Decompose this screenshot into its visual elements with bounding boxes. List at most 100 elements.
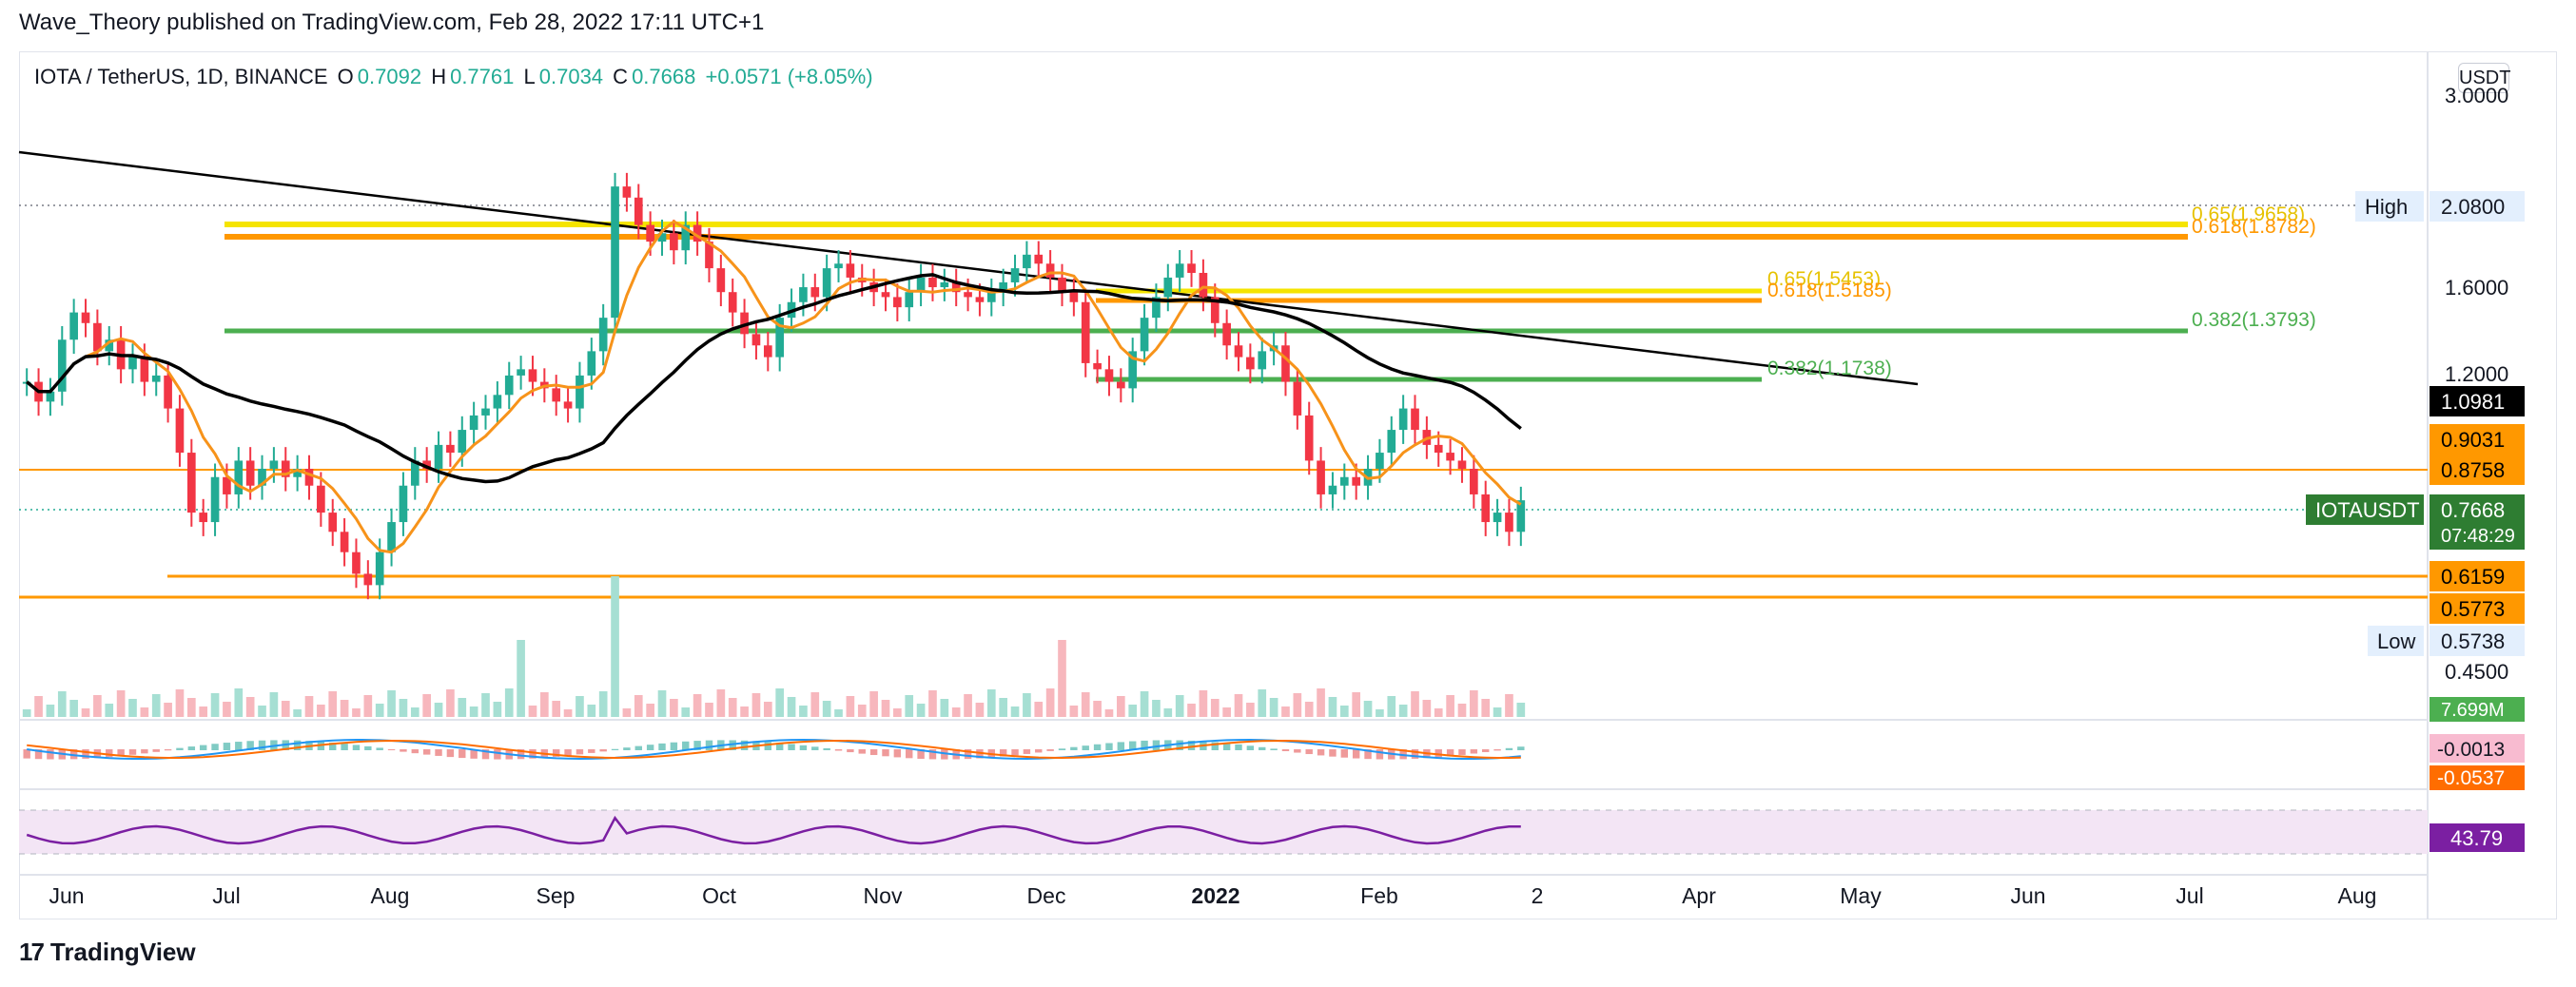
volume-bar xyxy=(57,691,67,717)
macd-histogram-bar xyxy=(1493,749,1501,751)
candle-body xyxy=(846,263,855,278)
candle-body xyxy=(1058,277,1066,293)
low-label: L xyxy=(523,65,536,88)
candle-body xyxy=(258,468,266,486)
candle-body xyxy=(1516,500,1526,532)
candle-body xyxy=(611,186,619,319)
volume-bar xyxy=(822,701,831,717)
volume-bar xyxy=(1104,709,1114,717)
volume-bar xyxy=(128,699,137,717)
fib-label-0: 0.65(1.9658) xyxy=(2192,203,2305,225)
macd-histogram-bar xyxy=(293,740,302,750)
tradingview-logo[interactable]: 17 TradingView xyxy=(19,938,196,967)
candle-body xyxy=(905,292,914,308)
volume-bar xyxy=(493,702,502,717)
volume-bar xyxy=(105,704,114,717)
candle-body xyxy=(834,263,843,269)
rsi-label: 43.79 xyxy=(2450,826,2503,850)
macd-histogram-bar xyxy=(1458,749,1466,755)
volume-bar xyxy=(46,705,55,717)
fib-label-1: 0.618(1.8782) xyxy=(2192,216,2316,238)
close-value: 0.7668 xyxy=(632,65,696,88)
macd-histogram-bar xyxy=(670,742,678,750)
volume-bar xyxy=(1363,701,1373,717)
candle-body xyxy=(410,460,420,486)
candle-body xyxy=(1446,453,1454,461)
volume-bar xyxy=(893,708,902,717)
volume-bar xyxy=(1446,695,1454,717)
macd-histogram-bar xyxy=(117,749,125,757)
series-label-text: High xyxy=(2365,195,2408,219)
macd-histogram-bar xyxy=(847,749,854,753)
macd-histogram-bar xyxy=(552,749,560,757)
trend-line xyxy=(18,150,1919,386)
signal-label: -0.0537 xyxy=(2437,767,2505,789)
macd-histogram-bar xyxy=(1446,749,1454,757)
currency-button[interactable]: USDT xyxy=(2458,63,2510,93)
candle-body xyxy=(164,375,172,409)
macd-histogram-bar xyxy=(481,749,490,760)
volume-bar xyxy=(1422,700,1432,717)
volume-bar xyxy=(1457,704,1467,717)
volume-bar xyxy=(1281,706,1290,717)
candle-body xyxy=(670,233,678,251)
candle-body xyxy=(728,292,737,313)
volume-bar xyxy=(1222,707,1231,717)
macd-histogram-bar xyxy=(152,749,160,752)
macd-histogram-bar xyxy=(1152,740,1161,750)
volume-bar xyxy=(340,700,349,717)
candle-body xyxy=(363,573,373,586)
macd-histogram-bar xyxy=(529,749,537,759)
volume-bar xyxy=(810,692,820,717)
macd-histogram-bar xyxy=(1259,746,1266,750)
volume-bar xyxy=(34,696,43,717)
macd-histogram-bar xyxy=(599,749,607,752)
macd-histogram-bar xyxy=(211,744,219,750)
symbol-name[interactable]: IOTA / TetherUS, 1D, BINANCE xyxy=(34,65,328,88)
macd-histogram-bar xyxy=(611,748,619,750)
macd-histogram-bar xyxy=(964,749,972,760)
volume-bar xyxy=(1058,640,1066,717)
volume-bar xyxy=(881,700,890,717)
macd-histogram-bar xyxy=(1211,742,1219,750)
volume-bar xyxy=(304,696,314,717)
candle-body xyxy=(1128,351,1138,389)
price-label-value: 0.8758 xyxy=(2441,458,2505,482)
macd-histogram-bar xyxy=(1117,742,1125,750)
volume-bar xyxy=(787,697,796,717)
macd-histogram-bar xyxy=(223,743,231,750)
macd-histogram-bar xyxy=(906,749,913,759)
macd-histogram-bar xyxy=(435,749,442,756)
candle-body xyxy=(69,312,78,340)
macd-histogram-bar xyxy=(494,749,501,760)
series-label-text: IOTAUSDT xyxy=(2315,498,2420,522)
macd-histogram-bar xyxy=(341,744,348,750)
macd-histogram-bar xyxy=(387,749,396,751)
macd-histogram-bar xyxy=(893,749,902,758)
x-tick-label: Sep xyxy=(537,883,576,908)
volume-bar xyxy=(1152,700,1161,717)
open-value: 0.7092 xyxy=(357,65,422,88)
macd-histogram-bar xyxy=(917,749,925,760)
candle-body xyxy=(940,281,949,288)
x-tick-label: Aug xyxy=(2338,883,2377,908)
candle-body xyxy=(598,318,608,352)
macd-histogram-bar xyxy=(1434,749,1442,758)
candle-body xyxy=(458,430,467,454)
volume-bar xyxy=(1376,709,1384,717)
price-tick-label: 3.0000 xyxy=(2445,84,2508,107)
close-label: C xyxy=(613,65,629,88)
candle-body xyxy=(245,460,255,486)
candle-body xyxy=(693,224,702,242)
volume-bar xyxy=(387,690,396,717)
macd-histogram-bar xyxy=(411,749,420,754)
macd-histogram-bar xyxy=(658,743,666,750)
volume-bar xyxy=(410,707,420,717)
macd-histogram-bar xyxy=(470,749,478,759)
candle-body xyxy=(1199,272,1208,298)
macd-histogram-bar xyxy=(329,742,337,750)
volume-bar xyxy=(1128,705,1138,717)
volume-bar xyxy=(517,640,525,717)
macd-histogram-bar xyxy=(764,742,772,750)
